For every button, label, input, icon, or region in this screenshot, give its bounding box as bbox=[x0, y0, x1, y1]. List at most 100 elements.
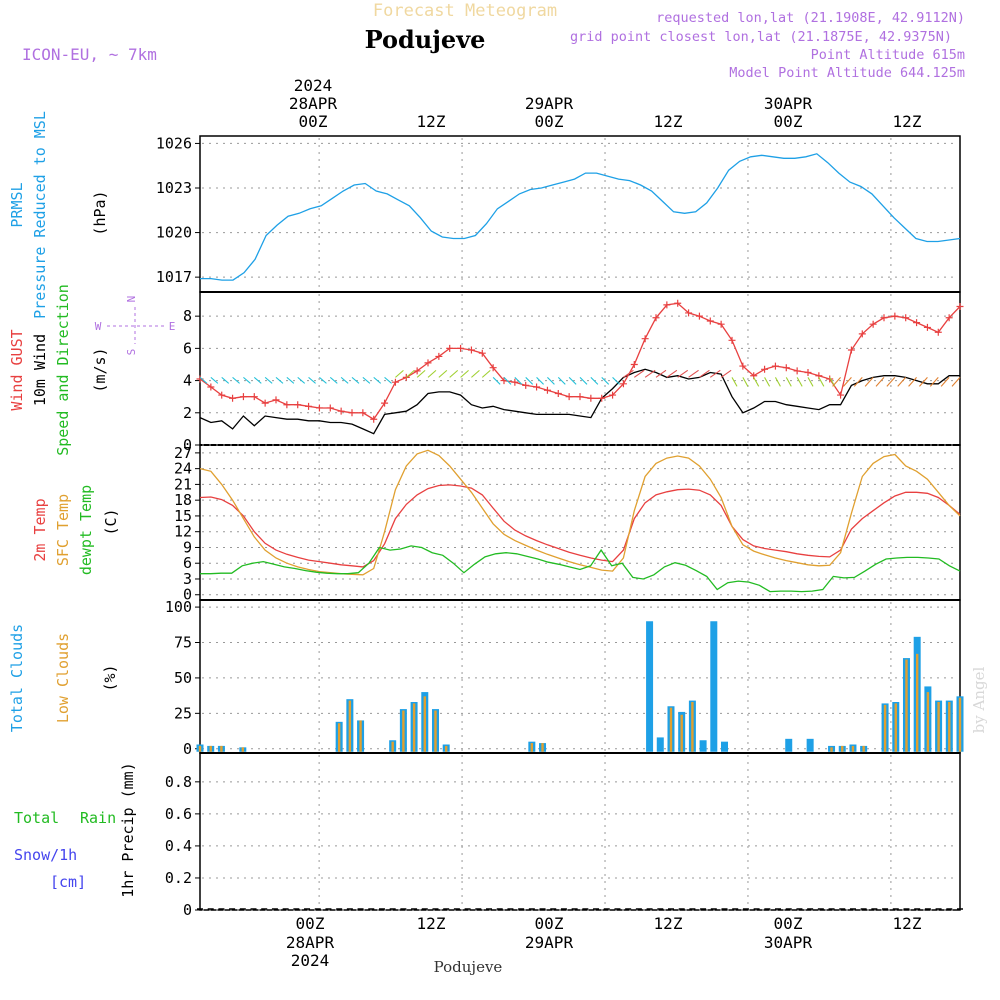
temp-dewpt-line bbox=[200, 545, 961, 593]
low-cloud-bar bbox=[541, 743, 544, 752]
gust-marker bbox=[348, 409, 356, 417]
bottom-date-1: 28APR bbox=[286, 933, 335, 952]
wind-arrow bbox=[590, 376, 599, 385]
p1-label-a: PRMSL bbox=[8, 182, 26, 227]
p3-label-b: SFC Temp bbox=[54, 494, 72, 566]
wind-arrow bbox=[525, 376, 534, 385]
gust-marker bbox=[761, 365, 769, 373]
bottom-hour-5: 00Z bbox=[774, 914, 803, 933]
temp-ytick-label: 3 bbox=[183, 570, 192, 588]
gust-marker bbox=[641, 335, 649, 343]
total-cloud-bar bbox=[710, 621, 718, 752]
low-cloud-bar bbox=[894, 703, 897, 752]
gust-marker bbox=[543, 386, 551, 394]
wind-arrow bbox=[395, 369, 404, 378]
wind-arrow bbox=[264, 376, 273, 384]
gust-marker bbox=[630, 360, 638, 368]
gust-marker bbox=[576, 393, 584, 401]
wind-arrow bbox=[471, 369, 480, 378]
gust-marker bbox=[902, 314, 910, 322]
model-label: ICON-EU, ~ 7km bbox=[22, 45, 157, 64]
model-altitude: Model Point Altitude 644.125m bbox=[729, 65, 965, 81]
wind-arrow bbox=[199, 376, 208, 384]
top-hour-3: 00Z bbox=[535, 112, 564, 131]
low-cloud-bar bbox=[198, 745, 202, 752]
wind-arrow bbox=[843, 376, 852, 387]
gust-marker bbox=[837, 391, 845, 399]
wind-arrow bbox=[405, 369, 415, 378]
wind-arrow bbox=[514, 376, 523, 385]
gust-marker bbox=[782, 364, 790, 372]
gust-marker bbox=[446, 344, 454, 352]
wind-ytick-label: 0 bbox=[183, 436, 192, 454]
wind-arrow bbox=[319, 376, 327, 384]
gust-marker bbox=[424, 359, 432, 367]
gust-marker bbox=[467, 346, 475, 354]
low-cloud-bar bbox=[841, 745, 844, 752]
gust-marker bbox=[337, 407, 345, 415]
gust-marker bbox=[315, 404, 323, 412]
gust-marker bbox=[272, 396, 280, 404]
temp-ytick-label: 21 bbox=[174, 475, 192, 493]
gust-marker bbox=[652, 314, 660, 322]
gust-marker bbox=[728, 336, 736, 344]
wind-arrow bbox=[503, 376, 512, 385]
wind-arrow bbox=[221, 376, 230, 384]
wind-arrow bbox=[731, 377, 738, 387]
p2-label-b: 10m Wind bbox=[31, 334, 49, 406]
compass-e: E bbox=[169, 320, 176, 333]
wind-arrow bbox=[742, 377, 749, 387]
p3-label-c: dewpt Temp bbox=[77, 485, 95, 575]
compass-n: N bbox=[125, 296, 138, 303]
wind-arrow bbox=[210, 376, 219, 384]
wind-ytick-label: 2 bbox=[183, 404, 192, 422]
top-date-3: 30APR bbox=[764, 94, 813, 113]
gust-marker bbox=[554, 389, 562, 397]
gust-marker bbox=[945, 314, 953, 322]
signature: by Angel bbox=[970, 666, 988, 733]
pressure-line bbox=[200, 153, 961, 281]
gust-marker bbox=[695, 312, 703, 320]
gust-marker bbox=[717, 320, 725, 328]
wind-arrow bbox=[908, 376, 917, 387]
p3-label-a: 2m Temp bbox=[31, 498, 49, 561]
location-title: Podujeve bbox=[365, 25, 486, 54]
point-altitude: Point Altitude 615m bbox=[811, 47, 965, 63]
gust-marker bbox=[923, 323, 931, 331]
gust-marker bbox=[869, 320, 877, 328]
p5-label-c: Snow/1h bbox=[14, 846, 77, 864]
wind-arrow bbox=[557, 376, 566, 385]
low-cloud-bar bbox=[423, 696, 426, 752]
p1-label-b: Pressure Reduced to MSL bbox=[31, 111, 49, 319]
wind-arrow bbox=[427, 369, 437, 378]
gust-marker bbox=[250, 393, 258, 401]
low-cloud-bar bbox=[830, 747, 833, 752]
wind-speed-line bbox=[199, 368, 960, 435]
wind-arrow bbox=[623, 369, 634, 378]
wind-arrow bbox=[853, 376, 863, 387]
gust-marker bbox=[207, 383, 215, 391]
gust-marker bbox=[229, 394, 237, 402]
low-cloud-bar bbox=[402, 710, 405, 752]
gust-line bbox=[199, 302, 961, 421]
pressure-ytick-label: 1026 bbox=[156, 134, 192, 152]
precip-ytick-label: 0.8 bbox=[165, 773, 192, 791]
pressure-ytick-label: 1017 bbox=[156, 268, 192, 286]
p5-unit: 1hr Precip (mm) bbox=[119, 762, 137, 897]
wind-ytick-label: 4 bbox=[183, 372, 192, 390]
precip-ytick-label: 0.6 bbox=[165, 805, 192, 823]
panel-precip bbox=[199, 752, 961, 911]
gust-marker bbox=[381, 399, 389, 407]
gust-marker bbox=[478, 349, 486, 357]
total-cloud-bar bbox=[646, 621, 654, 752]
gust-marker bbox=[587, 394, 595, 402]
wind-arrow bbox=[416, 369, 426, 378]
bottom-date-2: 29APR bbox=[525, 933, 574, 952]
low-cloud-bar bbox=[348, 700, 352, 752]
wind-arrow bbox=[384, 376, 392, 384]
gust-marker bbox=[771, 362, 779, 370]
temp-ytick-label: 9 bbox=[183, 538, 192, 556]
gust-marker bbox=[391, 378, 399, 386]
wind-arrow bbox=[644, 369, 656, 378]
